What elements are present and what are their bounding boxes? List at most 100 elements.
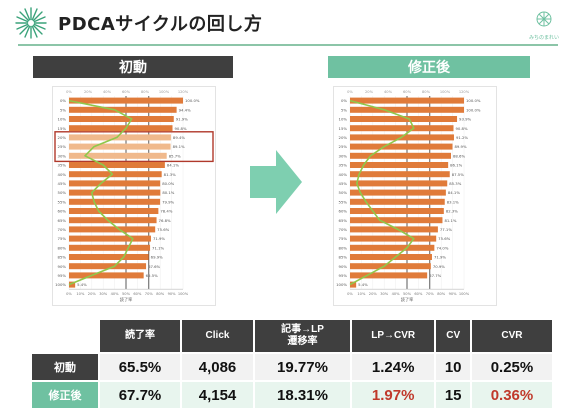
data-label: 77.1% [440, 227, 452, 232]
top-tick-label: 120% [178, 90, 189, 94]
category-label: 5% [60, 107, 66, 112]
category-label: 70% [339, 227, 348, 232]
bar [350, 208, 444, 214]
sparkle-logo-icon [15, 7, 47, 39]
category-label: 25% [58, 144, 67, 149]
category-label: 75% [339, 236, 348, 241]
bar [69, 106, 177, 113]
x-tick-label: 70% [426, 292, 435, 296]
top-tick-label: 60% [403, 90, 412, 94]
data-label: 82.3% [446, 209, 458, 214]
top-tick-label: 60% [122, 90, 131, 94]
category-label: 30% [58, 153, 67, 158]
kpi-cell: 65.5% [100, 354, 180, 380]
kpi-header-cell: CVR [471, 320, 552, 352]
brand-logo-text: みちのまれい [528, 35, 559, 41]
kpi-row-label: 修正後 [32, 382, 98, 408]
category-label: 0% [341, 98, 347, 103]
series-line [68, 99, 134, 286]
category-label: 90% [58, 264, 67, 269]
top-tick-label: 100% [159, 90, 170, 94]
bar [69, 180, 161, 187]
x-tick-label: 20% [88, 292, 97, 296]
data-label: 75.6% [438, 236, 450, 241]
data-label: 81.3% [164, 172, 176, 177]
data-label: 69.9% [151, 255, 163, 260]
category-label: 25% [339, 144, 348, 149]
bar [350, 254, 432, 260]
category-label: 20% [339, 135, 348, 140]
category-label: 55% [339, 199, 348, 204]
data-label: 71.9% [153, 236, 165, 241]
bar [69, 162, 165, 168]
category-label: 60% [339, 209, 348, 214]
x-tick-label: 80% [437, 292, 446, 296]
kpi-cell: 4,154 [182, 382, 254, 408]
highlight-box [54, 131, 214, 163]
data-label: 83.1% [447, 199, 459, 204]
x-tick-label: 50% [403, 292, 412, 296]
kpi-header-cell: 記事→LP 遷移率 [255, 320, 350, 352]
x-tick-label: 90% [168, 292, 177, 296]
bar [350, 106, 464, 113]
top-tick-label: 120% [459, 90, 470, 94]
category-label: 45% [339, 181, 348, 186]
bar [69, 263, 147, 270]
data-label: 89.4% [173, 135, 185, 140]
bar [350, 171, 450, 178]
kpi-cell: 19.77% [255, 354, 350, 380]
top-tick-label: 40% [384, 90, 393, 94]
kpi-cell: 4,086 [182, 354, 254, 380]
category-label: 65% [58, 218, 67, 223]
data-label: 84.1% [167, 163, 179, 168]
category-label: 45% [58, 181, 67, 186]
category-label: 80% [58, 245, 67, 250]
bar [69, 244, 151, 251]
top-tick-label: 80% [141, 90, 150, 94]
top-tick-label: 80% [422, 90, 431, 94]
data-label: 90.8% [175, 126, 187, 131]
category-label: 40% [339, 172, 348, 177]
bar [69, 254, 149, 260]
x-tick-label: 10% [76, 292, 85, 296]
category-label: 5% [341, 107, 347, 112]
top-tick-label: 0% [347, 90, 353, 94]
category-label: 15% [339, 126, 348, 131]
data-label: 80.0% [162, 181, 174, 186]
top-tick-label: 40% [103, 90, 112, 94]
data-label: 93.9% [459, 117, 471, 122]
bar [350, 97, 464, 104]
bar [350, 217, 443, 224]
top-tick-label: 0% [66, 90, 72, 94]
x-axis-label: 読了率 [401, 296, 414, 303]
x-tick-label: 20% [369, 292, 378, 296]
bar [69, 116, 174, 122]
chart-revised: 0% 20% 40% 60% 80% 100% 120% 100.0% 0% 100.0% 5% 93… [333, 86, 497, 306]
category-label: 65% [339, 218, 348, 223]
category-label: 10% [339, 117, 348, 122]
x-tick-label: 100% [178, 292, 189, 296]
kpi-table: 読了率 Click 記事→LP 遷移率 LP→CVR CV CVR 初動 65.… [30, 318, 554, 410]
data-label: 75.6% [157, 227, 169, 232]
category-label: 95% [58, 273, 67, 278]
panel-label-initial: 初動 [33, 56, 233, 78]
bar [350, 180, 448, 187]
bar [350, 152, 452, 159]
bar [69, 125, 173, 132]
kpi-cell: 1.24% [351, 354, 435, 380]
category-label: 15% [58, 126, 67, 131]
data-label: 85.3% [449, 181, 461, 186]
x-tick-label: 40% [111, 292, 120, 296]
series-line [349, 99, 415, 286]
kpi-cell-highlight: 1.97% [351, 382, 435, 408]
bar [69, 171, 162, 178]
category-label: 70% [58, 227, 67, 232]
x-tick-label: 60% [414, 292, 423, 296]
top-tick-label: 20% [365, 90, 374, 94]
bar [350, 162, 449, 168]
x-tick-label: 60% [133, 292, 142, 296]
kpi-row-revised: 修正後 67.7% 4,154 18.31% 1.97% 15 0.36% [32, 382, 552, 408]
x-tick-label: 30% [380, 292, 389, 296]
category-label: 35% [58, 163, 67, 168]
data-label: 100.0% [466, 98, 481, 103]
